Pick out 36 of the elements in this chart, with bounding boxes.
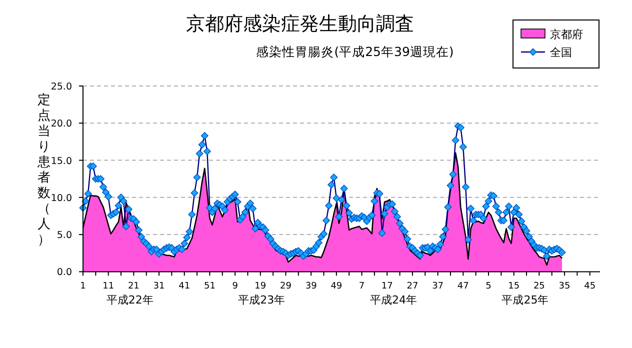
text: 平成24年 [370, 294, 417, 307]
y-tick-label: 0.0 [56, 267, 72, 278]
x-tick-label: 27 [406, 282, 418, 292]
x-tick-label: 35 [558, 282, 570, 292]
x-tick-label: 7 [358, 282, 365, 292]
text: 平成25年 [502, 294, 549, 307]
y-tick-label: 25.0 [50, 82, 72, 92]
legend-label: 京都府 [550, 28, 583, 41]
x-tick-label: 37 [432, 282, 444, 292]
y-tick-label: 10.0 [50, 192, 72, 204]
text: 定点当り患者数（人） [38, 93, 50, 248]
x-tick-label: 31 [153, 282, 165, 292]
text: 平成23年 [238, 294, 286, 307]
y-tick-label: 15.0 [50, 156, 72, 167]
x-tick-label: 11 [102, 282, 114, 292]
x-tick-label: 15 [508, 282, 520, 292]
x-tick-label: 9 [232, 282, 238, 292]
chart-subtitle: 感染性胃腸炎(平成25年39週現在) [256, 44, 454, 59]
chart-title: 京都府感染症発生動向調査 [186, 13, 414, 35]
legend-label: 全国 [550, 46, 572, 59]
x-tick-label: 47 [457, 282, 469, 292]
x-tick-label: 41 [178, 282, 190, 292]
x-tick-label: 25 [533, 282, 545, 292]
x-tick-label: 17 [381, 282, 393, 292]
x-tick-label: 29 [280, 282, 292, 292]
x-tick-label: 49 [330, 282, 342, 292]
y-tick-label: 20.0 [50, 118, 72, 130]
x-tick-label: 51 [204, 282, 216, 292]
text: 平成22年 [106, 294, 154, 307]
x-tick-label: 1 [80, 282, 86, 292]
y-tick-label: 5.0 [56, 230, 72, 242]
x-tick-label: 5 [486, 282, 492, 292]
x-tick-label: 19 [254, 282, 266, 292]
x-tick-label: 39 [305, 282, 318, 292]
x-tick-label: 45 [584, 282, 596, 292]
x-tick-label: 21 [128, 282, 140, 292]
